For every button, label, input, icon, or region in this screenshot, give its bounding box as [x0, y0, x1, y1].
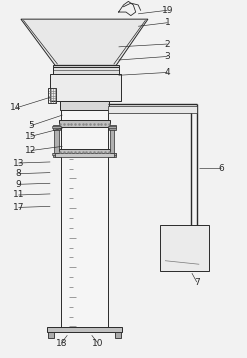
Bar [47, 327, 122, 332]
Text: 10: 10 [92, 339, 103, 348]
Bar [109, 153, 116, 157]
Text: 11: 11 [13, 190, 24, 199]
Bar [59, 120, 110, 127]
Text: 3: 3 [165, 52, 170, 61]
Bar [115, 332, 121, 338]
Bar [108, 126, 116, 128]
Bar [53, 125, 60, 130]
Bar [109, 125, 116, 130]
Text: 6: 6 [218, 164, 224, 173]
Bar [53, 153, 60, 157]
Text: 18: 18 [56, 339, 67, 348]
Text: 8: 8 [16, 169, 21, 178]
Text: 17: 17 [13, 203, 24, 212]
Polygon shape [21, 19, 148, 65]
Bar [61, 110, 108, 330]
Text: 5: 5 [28, 121, 34, 130]
Text: 14: 14 [10, 103, 22, 112]
Bar [50, 74, 121, 101]
Bar [108, 106, 197, 113]
Bar [48, 88, 56, 103]
Bar [59, 149, 110, 155]
Bar [110, 127, 114, 155]
Bar [160, 225, 209, 271]
Text: 12: 12 [25, 146, 36, 155]
Bar [54, 127, 59, 155]
Bar [60, 101, 109, 110]
Text: 4: 4 [165, 68, 170, 77]
Bar [48, 332, 54, 338]
Text: 15: 15 [25, 132, 37, 141]
Text: 2: 2 [165, 39, 170, 49]
Bar [52, 126, 61, 128]
Text: 19: 19 [162, 6, 173, 15]
Bar [55, 153, 114, 157]
Text: 7: 7 [194, 277, 200, 286]
Text: 9: 9 [16, 180, 21, 189]
Text: 13: 13 [13, 159, 24, 168]
Bar [108, 153, 116, 155]
Bar [53, 65, 119, 67]
Text: 1: 1 [165, 18, 170, 27]
Bar [52, 153, 61, 155]
Bar [53, 67, 119, 74]
